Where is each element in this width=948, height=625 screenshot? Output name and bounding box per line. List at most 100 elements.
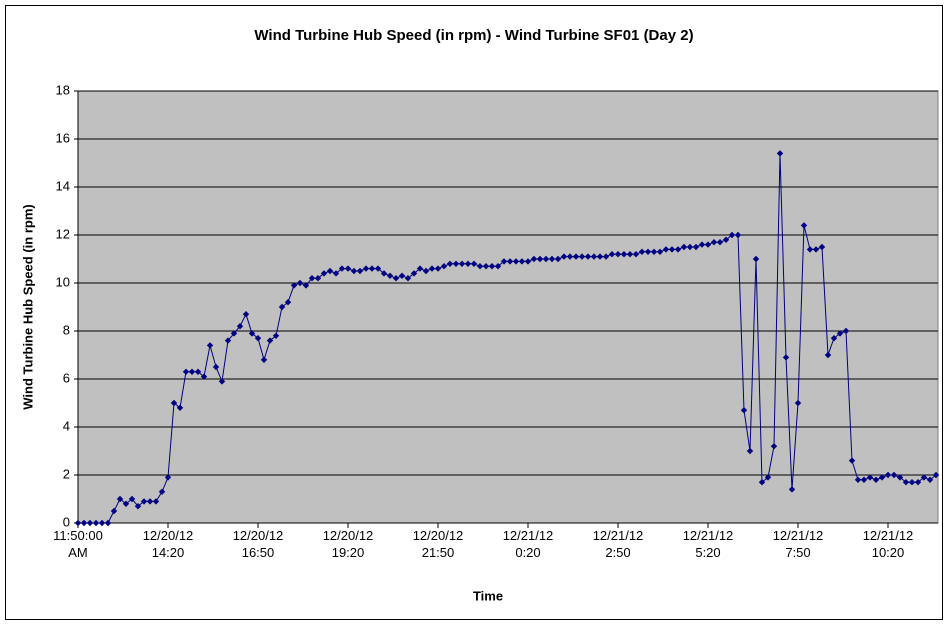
marker	[920, 474, 928, 481]
marker	[524, 258, 532, 265]
marker	[206, 342, 214, 349]
marker	[632, 251, 640, 258]
marker	[836, 330, 844, 337]
marker	[596, 253, 604, 260]
marker	[302, 282, 310, 289]
marker	[434, 265, 442, 272]
marker	[512, 258, 520, 265]
marker	[650, 248, 658, 255]
y-tick-label: 0	[63, 514, 70, 529]
marker	[824, 351, 832, 359]
marker	[620, 251, 628, 258]
marker	[926, 476, 934, 483]
marker	[890, 471, 898, 479]
marker	[674, 246, 682, 253]
marker	[548, 255, 556, 263]
marker	[908, 479, 916, 486]
plot-area	[77, 90, 939, 524]
marker	[662, 246, 670, 253]
y-tick-label: 12	[56, 226, 70, 241]
marker	[278, 303, 286, 311]
marker	[290, 282, 298, 289]
marker	[182, 368, 190, 375]
marker	[644, 248, 652, 255]
marker	[146, 498, 154, 505]
marker	[530, 255, 538, 263]
y-axis-title: Wind Turbine Hub Speed (in rpm)	[20, 204, 35, 409]
marker	[830, 335, 838, 342]
marker	[722, 236, 730, 243]
marker	[812, 246, 820, 253]
marker	[200, 373, 208, 380]
marker	[788, 486, 796, 493]
marker	[158, 488, 166, 495]
x-tick-label: 12/20/12 14:20	[143, 528, 194, 560]
marker	[914, 479, 922, 486]
marker	[344, 265, 352, 272]
marker	[482, 263, 490, 270]
marker	[428, 265, 436, 272]
marker	[92, 519, 100, 527]
marker	[98, 519, 106, 527]
marker	[608, 251, 616, 258]
marker	[296, 279, 304, 287]
x-tick-label: 12/21/12 10:20	[863, 528, 914, 560]
x-tick-label: 12/21/12 7:50	[773, 528, 824, 560]
y-tick-label: 16	[56, 130, 70, 145]
marker	[518, 258, 526, 265]
marker	[704, 241, 712, 248]
marker	[80, 519, 88, 527]
x-tick-label: 12/20/12 19:20	[323, 528, 374, 560]
x-tick-label: 11:50:00 AM	[53, 528, 103, 560]
marker	[188, 368, 196, 375]
y-tick-label: 6	[63, 370, 70, 385]
marker	[272, 332, 280, 339]
x-tick-label: 12/21/12 2:50	[593, 528, 644, 560]
marker	[566, 253, 574, 260]
marker	[578, 253, 586, 260]
marker	[794, 399, 802, 407]
marker	[284, 299, 292, 306]
marker	[542, 255, 550, 263]
x-tick-label: 12/20/12 16:50	[233, 528, 284, 560]
marker	[902, 479, 910, 486]
x-tick-label: 12/21/12 5:20	[683, 528, 734, 560]
marker	[800, 222, 808, 229]
marker	[686, 243, 694, 251]
marker	[446, 260, 454, 267]
marker	[374, 265, 382, 272]
marker	[224, 337, 232, 344]
marker	[872, 476, 880, 483]
marker	[440, 263, 448, 270]
marker	[398, 272, 406, 279]
marker	[716, 239, 724, 246]
marker	[764, 474, 772, 481]
marker	[752, 255, 760, 263]
marker	[584, 253, 592, 260]
marker	[560, 253, 568, 260]
marker	[842, 327, 850, 335]
marker	[932, 471, 940, 479]
marker	[218, 378, 226, 385]
marker	[494, 263, 502, 270]
marker	[452, 260, 460, 267]
marker	[614, 251, 622, 258]
marker	[854, 476, 862, 483]
marker	[710, 239, 718, 246]
marker	[266, 337, 274, 344]
marker	[128, 495, 136, 503]
marker	[698, 241, 706, 248]
chart-title: Wind Turbine Hub Speed (in rpm) - Wind T…	[254, 27, 693, 44]
marker	[368, 265, 376, 272]
marker	[626, 251, 634, 258]
marker	[170, 399, 178, 407]
marker	[236, 323, 244, 330]
marker	[362, 265, 370, 272]
marker	[350, 267, 358, 275]
marker	[104, 519, 112, 527]
marker	[308, 275, 316, 282]
marker	[248, 330, 256, 337]
marker	[416, 265, 424, 272]
marker	[404, 275, 412, 282]
marker	[386, 272, 394, 279]
